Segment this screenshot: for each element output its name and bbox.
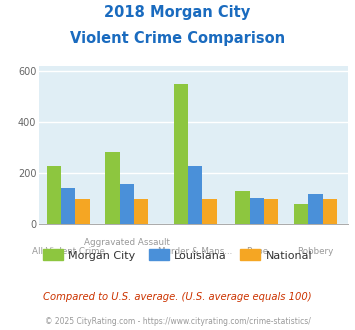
Text: All Violent Crime: All Violent Crime [32, 248, 105, 256]
Bar [202, 199, 217, 224]
Text: © 2025 CityRating.com - https://www.cityrating.com/crime-statistics/: © 2025 CityRating.com - https://www.city… [45, 317, 310, 326]
Text: Aggravated Assault: Aggravated Assault [84, 239, 170, 248]
Bar [264, 199, 278, 224]
Bar [308, 194, 323, 224]
Bar [105, 151, 120, 224]
Bar [134, 199, 148, 224]
Bar [250, 198, 264, 224]
Legend: Morgan City, Louisiana, National: Morgan City, Louisiana, National [38, 245, 317, 265]
Bar [61, 188, 76, 224]
Text: Murder & Mans...: Murder & Mans... [158, 248, 232, 256]
Text: Rape: Rape [246, 248, 268, 256]
Bar [188, 166, 202, 224]
Bar [47, 166, 61, 224]
Bar [294, 204, 308, 224]
Bar [323, 199, 337, 224]
Text: Violent Crime Comparison: Violent Crime Comparison [70, 31, 285, 46]
Text: 2018 Morgan City: 2018 Morgan City [104, 5, 251, 20]
Bar [235, 191, 250, 224]
Bar [120, 184, 134, 224]
Text: Robbery: Robbery [297, 248, 333, 256]
Text: Compared to U.S. average. (U.S. average equals 100): Compared to U.S. average. (U.S. average … [43, 292, 312, 302]
Bar [76, 199, 90, 224]
Bar [174, 84, 188, 224]
